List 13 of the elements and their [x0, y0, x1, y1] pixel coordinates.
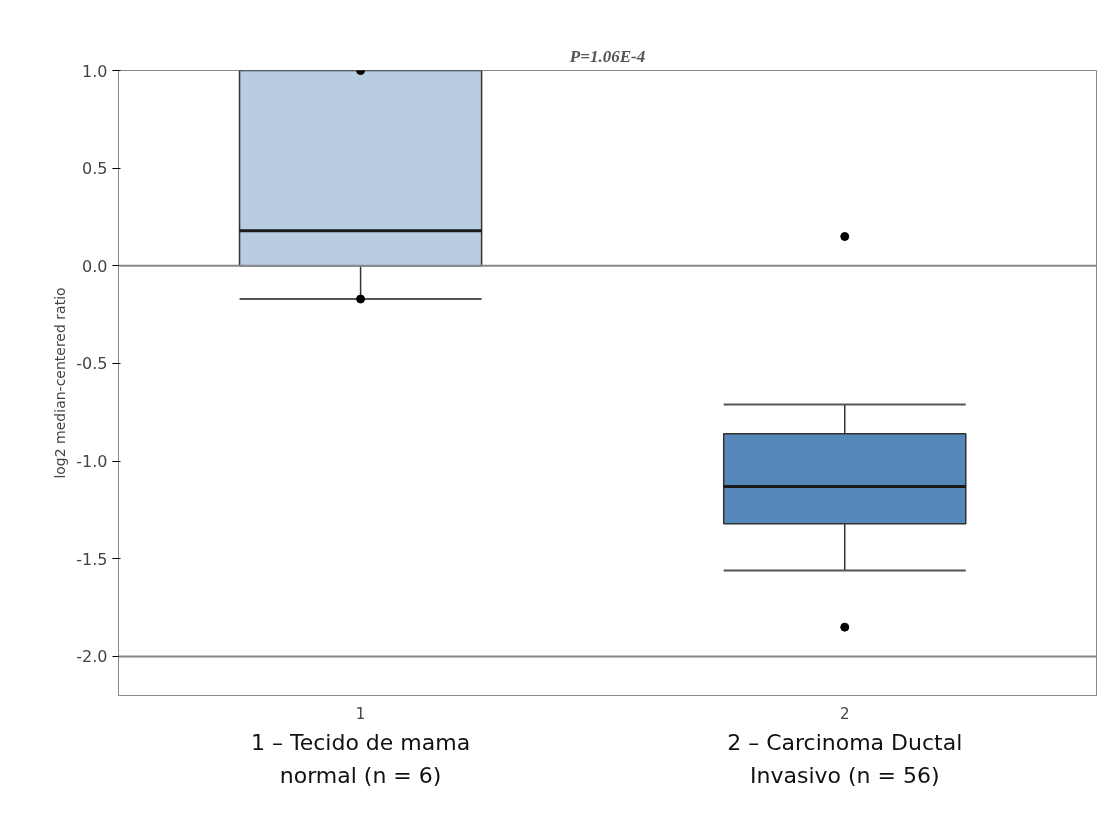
- y-tick-label: 0.0: [82, 256, 108, 276]
- chart-title: P=1.06E-4: [568, 46, 646, 66]
- y-axis-title: log2 median-centered ratio: [52, 287, 69, 479]
- y-tick-label: -1.5: [76, 549, 108, 569]
- text: 2 – Carcinoma Ductal Invasivo (n = 56): [727, 730, 963, 788]
- y-tick-label: -0.5: [76, 354, 108, 374]
- y-tick-label: -2.0: [76, 647, 108, 667]
- y-tick-label: 1.0: [82, 61, 108, 81]
- y-tick-label: 0.5: [82, 159, 108, 179]
- x-tick-label: 1: [355, 704, 366, 723]
- y-tick-label: -1.0: [76, 452, 108, 472]
- x-tick-label: 2: [839, 704, 850, 723]
- text: 1 – Tecido de mama normal (n = 6): [251, 730, 471, 788]
